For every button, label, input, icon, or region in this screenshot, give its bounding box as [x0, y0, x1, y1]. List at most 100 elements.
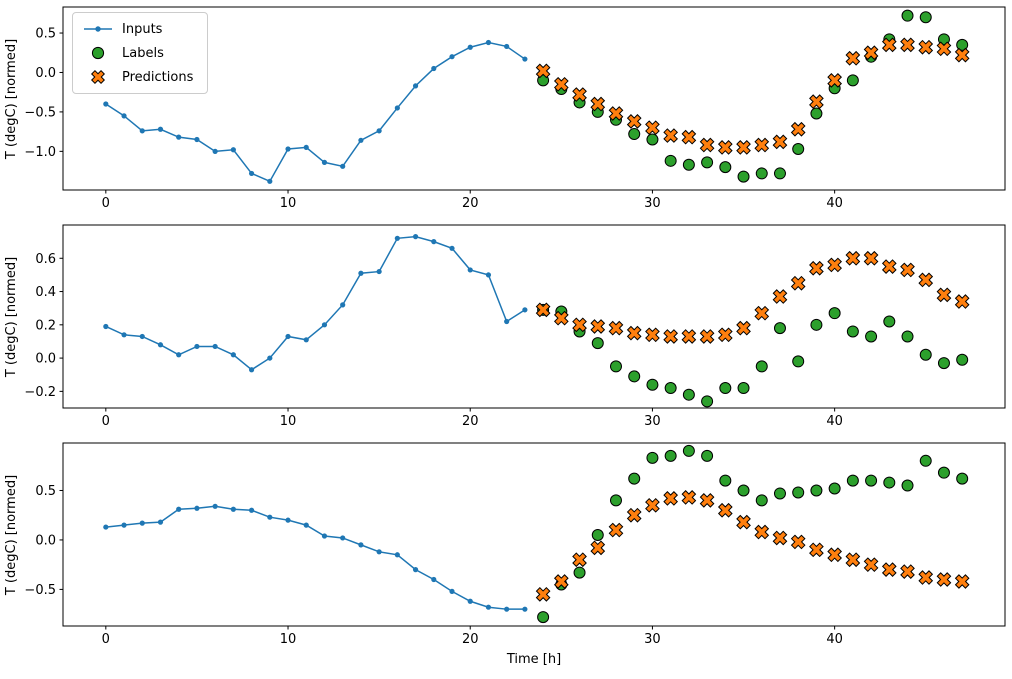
labels-point	[609, 494, 622, 507]
inputs-line-icon	[83, 21, 113, 37]
inputs-point	[139, 128, 145, 134]
inputs-point	[285, 146, 291, 152]
predictions-point	[845, 552, 861, 568]
predictions-point	[626, 325, 642, 341]
axes-frame	[62, 224, 1006, 409]
inputs-point	[121, 522, 127, 528]
inputs-point	[285, 517, 291, 523]
labels-point	[591, 337, 604, 350]
inputs-line	[105, 235, 526, 371]
inputs-point	[504, 606, 510, 612]
inputs-point	[321, 322, 328, 328]
subplot-1: 0 10 20 30 40 0.5 0.0 −0.5 −1.0	[24, 6, 1006, 211]
inputs-point	[412, 83, 419, 89]
predictions-point	[936, 572, 952, 587]
predictions-point	[790, 275, 806, 291]
labels-point	[664, 382, 677, 395]
labels-point	[919, 11, 932, 24]
predictions-point	[736, 320, 751, 336]
predictions-point	[645, 120, 660, 136]
predictions-point	[736, 140, 751, 155]
legend-item-labels: Labels	[83, 45, 193, 61]
labels-point	[755, 360, 768, 373]
labels-point	[591, 528, 604, 541]
labels-point	[792, 355, 805, 368]
subplot-2: 0 10 20 30 40 0.6 0.4 0.2 0.0 −0.2	[24, 224, 1006, 429]
predictions-point	[553, 574, 569, 589]
predictions-point	[809, 260, 824, 276]
labels-point	[846, 474, 859, 487]
labels-point	[664, 154, 677, 167]
predictions-point	[645, 327, 660, 343]
inputs-point	[121, 113, 127, 119]
inputs-point	[267, 355, 273, 361]
inputs-point	[431, 576, 437, 583]
labels-point	[755, 167, 768, 180]
inputs-point	[394, 552, 400, 558]
inputs-point	[358, 270, 364, 276]
legend-label-labels: Labels	[122, 45, 164, 61]
inputs-point	[303, 522, 309, 528]
inputs-point	[139, 333, 145, 340]
predictions-point	[572, 317, 587, 333]
predictions-point	[626, 507, 642, 523]
labels-point	[628, 472, 641, 485]
labels-point	[773, 322, 786, 335]
labels-point	[537, 611, 550, 624]
axes-frame	[62, 6, 1006, 191]
predictions-point	[772, 289, 788, 304]
axes-frame	[62, 442, 1006, 627]
labels-point	[937, 357, 950, 370]
predictions-point	[572, 87, 587, 102]
predictions-point	[827, 257, 842, 273]
labels-point	[828, 307, 841, 320]
predictions-point	[863, 250, 879, 266]
labels-point	[773, 167, 786, 180]
predictions-point	[863, 45, 879, 61]
legend-label-predictions: Predictions	[122, 69, 194, 85]
x-tick-label: 10	[280, 196, 297, 211]
inputs-point	[212, 148, 218, 154]
predictions-point	[954, 47, 970, 63]
x-tick-label: 30	[644, 196, 661, 211]
labels-point	[865, 474, 878, 487]
y-tick-label: 0.4	[35, 285, 56, 300]
labels-point	[701, 395, 714, 408]
inputs-point	[121, 332, 127, 338]
legend-label-inputs: Inputs	[122, 21, 163, 37]
predictions-point	[881, 562, 897, 577]
predictions-point	[809, 94, 824, 110]
y-tick-label: −1.0	[24, 145, 56, 160]
labels-point	[573, 566, 586, 579]
y-axis-label-subplot-1: T (degC) [normed]	[4, 39, 19, 160]
predictions-x-icon	[83, 69, 113, 85]
inputs-point	[139, 520, 145, 526]
labels-point	[810, 318, 823, 331]
predictions-point	[590, 319, 606, 334]
inputs-point	[340, 163, 346, 169]
predictions-point	[608, 106, 624, 121]
inputs-point	[449, 245, 455, 251]
x-tick-label: 0	[102, 196, 110, 211]
y-tick-label: 0.5	[35, 484, 56, 499]
y-axis-label-subplot-2: T (degC) [normed]	[4, 257, 19, 378]
x-tick-label: 0	[102, 632, 110, 647]
x-tick-label: 40	[826, 414, 843, 429]
predictions-point	[936, 287, 952, 303]
predictions-point	[681, 490, 697, 505]
labels-point	[901, 9, 914, 22]
labels-point	[956, 38, 969, 51]
labels-point	[682, 388, 695, 401]
labels-circle-icon	[83, 45, 113, 61]
labels-point	[646, 133, 659, 146]
labels-point	[865, 330, 878, 343]
labels-point	[737, 382, 750, 395]
inputs-point	[212, 503, 218, 509]
inputs-point	[485, 604, 492, 610]
legend-item-inputs: Inputs	[83, 21, 193, 37]
inputs-point	[467, 267, 473, 273]
inputs-point	[522, 56, 528, 62]
labels-point	[719, 161, 732, 174]
x-tick-label: 20	[462, 196, 479, 211]
inputs-point	[157, 342, 164, 348]
